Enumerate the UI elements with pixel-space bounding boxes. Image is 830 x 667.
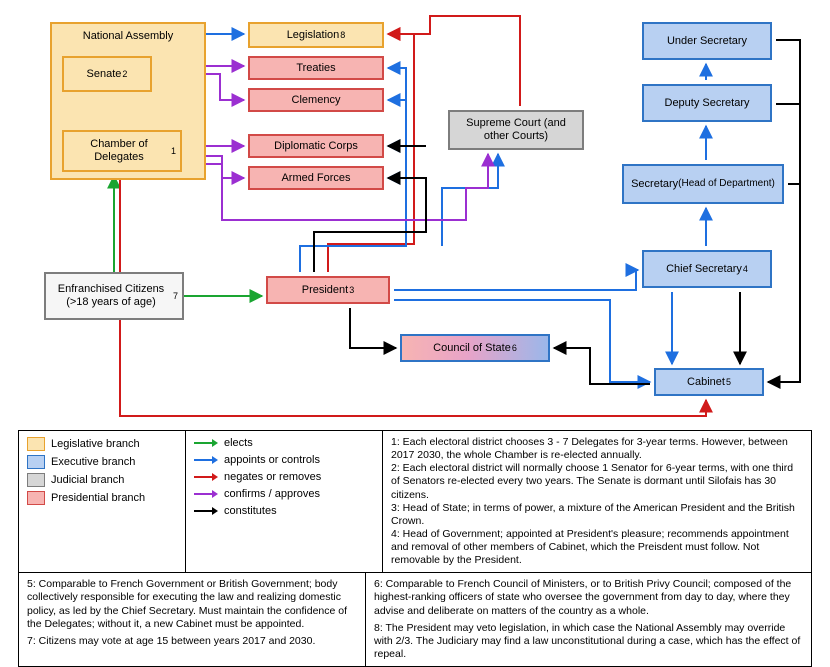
arrow-president-council	[350, 308, 396, 348]
note-7: 7: Citizens may vote at age 15 between y…	[27, 635, 357, 648]
box-deputy: Deputy Secretary	[642, 84, 772, 122]
box-clemency: Clemency	[248, 88, 384, 112]
legend-notes-6-8: 6: Comparable to French Council of Minis…	[366, 573, 811, 666]
box-council: Council of State6	[400, 334, 550, 362]
box-chamber: Chamber of Delegates1	[62, 130, 182, 172]
legend-branch-legislative: Legislative branch	[27, 437, 177, 451]
box-chief: Chief Secretary4	[642, 250, 772, 288]
box-treaties: Treaties	[248, 56, 384, 80]
note-5: 5: Comparable to French Government or Br…	[27, 578, 357, 631]
legend-arrow-arrow_constitutes: constitutes	[194, 505, 374, 517]
arrow-president-supreme	[442, 154, 498, 246]
legend-notes-1-4: 1: Each electoral district chooses 3 - 7…	[383, 431, 811, 572]
legend-arrow-arrow_negates: negates or removes	[194, 471, 374, 483]
box-senate: Senate2	[62, 56, 152, 92]
note-3: 3: Head of State; in terms of power, a m…	[391, 502, 803, 528]
arrow-president-chief	[394, 270, 638, 290]
box-under: Under Secretary	[642, 22, 772, 60]
box-citizens: Enfranchised Citizens (>18 years of age)…	[44, 272, 184, 320]
note-4: 4: Head of Government; appointed at Pres…	[391, 528, 803, 567]
box-cabinet: Cabinet5	[654, 368, 764, 396]
legend-arrows: elects appoints or controls negates or rem…	[185, 431, 383, 572]
box-secretary: Secretary(Head of Department)	[622, 164, 784, 204]
box-supreme: Supreme Court (and other Courts)	[448, 110, 584, 150]
legend-arrow-arrow_elects: elects	[194, 437, 374, 449]
note-2: 2: Each electoral district will normally…	[391, 462, 803, 501]
legend-branch-presidential: Presidential branch	[27, 491, 177, 505]
arrow-cabinet-council	[554, 348, 650, 384]
box-legislation: Legislation8	[248, 22, 384, 48]
note-8: 8: The President may veto legislation, i…	[374, 622, 803, 661]
legend-arrow-arrow_appoints: appoints or controls	[194, 454, 374, 466]
arrow-secretary-cabinet	[768, 184, 800, 382]
legend-arrow-arrow_confirms: confirms / approves	[194, 488, 374, 500]
legend-panel: Legislative branch Executive branch Judici…	[18, 430, 812, 667]
box-president: President3	[266, 276, 390, 304]
note-1: 1: Each electoral district chooses 3 - 7…	[391, 436, 803, 462]
legend-notes-5-7: 5: Comparable to French Government or Br…	[19, 573, 366, 666]
arrow-chamber-cabinet	[120, 176, 706, 416]
arrow-supreme-legislation	[388, 16, 520, 106]
box-armed: Armed Forces	[248, 166, 384, 190]
note-6: 6: Comparable to French Council of Minis…	[374, 578, 803, 617]
box-dipcorp: Diplomatic Corps	[248, 134, 384, 158]
arrow-pres-armedB	[314, 178, 426, 272]
legend-branches: Legislative branch Executive branch Judici…	[19, 431, 185, 572]
legend-branch-executive: Executive branch	[27, 455, 177, 469]
arrow-under-secC	[776, 40, 800, 104]
legend-branch-judicial: Judicial branch	[27, 473, 177, 487]
